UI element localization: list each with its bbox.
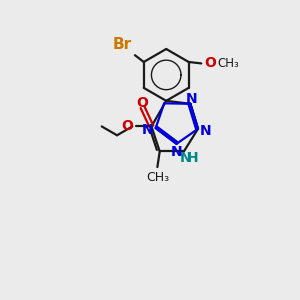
Text: N: N: [171, 145, 182, 159]
Text: O: O: [204, 56, 216, 70]
Text: O: O: [121, 119, 133, 133]
Text: N: N: [142, 124, 154, 137]
Text: Br: Br: [113, 37, 132, 52]
Text: N: N: [185, 92, 197, 106]
Text: H: H: [186, 151, 198, 165]
Text: O: O: [136, 95, 148, 110]
Text: CH₃: CH₃: [146, 171, 169, 184]
Text: N: N: [200, 124, 212, 139]
Text: N: N: [179, 151, 191, 165]
Text: CH₃: CH₃: [217, 57, 239, 70]
